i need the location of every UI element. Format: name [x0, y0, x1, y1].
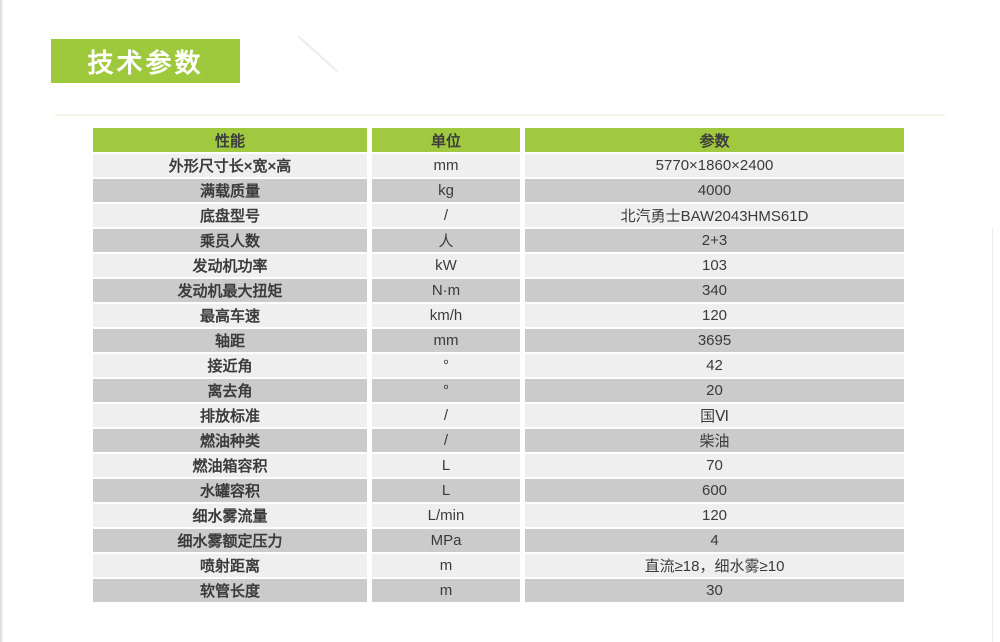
spec-name-cell: 细水雾流量: [93, 502, 367, 527]
background-swoosh-line: [298, 35, 338, 73]
spec-value-cell: 2+3: [520, 227, 904, 252]
spec-unit-cell: m: [367, 552, 520, 577]
spec-name-cell: 燃油种类: [93, 427, 367, 452]
table-row: 乘员人数人 2+3: [93, 227, 904, 252]
spec-value-cell: 70: [520, 452, 904, 477]
table-row: 外形尺寸长×宽×高 mm 5770×1860×2400: [93, 152, 904, 177]
table-row: 细水雾额定压力 MPa 4: [93, 527, 904, 552]
spec-unit-cell: mm: [367, 327, 520, 352]
spec-name-cell: 乘员人数: [93, 227, 367, 252]
spec-value-cell: 4: [520, 527, 904, 552]
section-title-badge: 技术参数: [51, 39, 240, 83]
spec-unit-cell: kW: [367, 252, 520, 277]
table-row: 轴距 mm 3695: [93, 327, 904, 352]
table-row: 离去角 ° 20: [93, 377, 904, 402]
spec-value-cell: 600: [520, 477, 904, 502]
spec-name-cell: 排放标准: [93, 402, 367, 427]
spec-unit-cell: km/h: [367, 302, 520, 327]
spec-value-cell: 42: [520, 352, 904, 377]
spec-value-cell: 柴油: [520, 427, 904, 452]
spec-name-cell: 接近角: [93, 352, 367, 377]
table-row: 底盘型号 / 北汽勇士BAW2043HMS61D: [93, 202, 904, 227]
table-row: 满载质量 kg 4000: [93, 177, 904, 202]
spec-table: 性能 单位 参数 外形尺寸长×宽×高 mm 5770×1860×2400 满载质量 kg…: [93, 128, 904, 602]
spec-value-cell: 120: [520, 302, 904, 327]
spec-table-body: 外形尺寸长×宽×高 mm 5770×1860×2400 满载质量 kg 4000 底盘型号 /…: [93, 152, 904, 602]
table-row: 燃油箱容积 L 70: [93, 452, 904, 477]
spec-unit-cell: /: [367, 427, 520, 452]
section-title-label: 技术参数: [87, 47, 204, 78]
spec-name-cell: 离去角: [93, 377, 367, 402]
table-row: 发动机功率 kW 103: [93, 252, 904, 277]
spec-name-cell: 最高车速: [93, 302, 367, 327]
column-header-parameter: 参数: [520, 128, 904, 152]
table-row: 水罐容积 L 600: [93, 477, 904, 502]
spec-unit-cell: kg: [367, 177, 520, 202]
spec-name-cell: 满载质量: [93, 177, 367, 202]
spec-value-cell: 北汽勇士BAW2043HMS61D: [520, 202, 904, 227]
spec-value-cell: 直流≥18，细水雾≥10: [520, 552, 904, 577]
spec-name-cell: 喷射距离: [93, 552, 367, 577]
spec-name-cell: 发动机最大扭矩: [93, 277, 367, 302]
table-row: 细水雾流量 L/min 120: [93, 502, 904, 527]
spec-name-cell: 轴距: [93, 327, 367, 352]
spec-name-cell: 水罐容积: [93, 477, 367, 502]
spec-value-cell: 103: [520, 252, 904, 277]
column-header-unit: 单位: [367, 128, 520, 152]
spec-value-cell: 20: [520, 377, 904, 402]
column-header-performance: 性能: [93, 128, 367, 152]
spec-value-cell: 3695: [520, 327, 904, 352]
spec-value-cell: 4000: [520, 177, 904, 202]
spec-name-cell: 燃油箱容积: [93, 452, 367, 477]
table-row: 喷射距离 m 直流≥18，细水雾≥10: [93, 552, 904, 577]
page-right-edge-line: [992, 228, 993, 642]
table-row: 软管长度 m 30: [93, 577, 904, 602]
spec-name-cell: 软管长度: [93, 577, 367, 602]
table-row: 排放标准 / 国Ⅵ: [93, 402, 904, 427]
spec-name-cell: 发动机功率: [93, 252, 367, 277]
table-header-row: 性能 单位 参数: [93, 128, 904, 152]
spec-value-cell: 5770×1860×2400: [520, 152, 904, 177]
table-row: 接近角 ° 42: [93, 352, 904, 377]
spec-unit-cell: L/min: [367, 502, 520, 527]
spec-name-cell: 细水雾额定压力: [93, 527, 367, 552]
spec-unit-cell: L: [367, 452, 520, 477]
background-divider-line: [55, 114, 945, 116]
spec-unit-cell: N·m: [367, 277, 520, 302]
spec-unit-cell: 人: [367, 227, 520, 252]
spec-unit-cell: /: [367, 402, 520, 427]
spec-value-cell: 340: [520, 277, 904, 302]
spec-name-cell: 底盘型号: [93, 202, 367, 227]
table-row: 燃油种类 / 柴油: [93, 427, 904, 452]
spec-unit-cell: mm: [367, 152, 520, 177]
spec-value-cell: 30: [520, 577, 904, 602]
spec-value-cell: 国Ⅵ: [520, 402, 904, 427]
spec-unit-cell: /: [367, 202, 520, 227]
table-row: 发动机最大扭矩 N·m 340: [93, 277, 904, 302]
spec-value-cell: 120: [520, 502, 904, 527]
table-row: 最高车速 km/h 120: [93, 302, 904, 327]
spec-unit-cell: °: [367, 352, 520, 377]
spec-unit-cell: °: [367, 377, 520, 402]
spec-unit-cell: m: [367, 577, 520, 602]
spec-unit-cell: MPa: [367, 527, 520, 552]
spec-name-cell: 外形尺寸长×宽×高: [93, 152, 367, 177]
page-left-edge-shadow: [0, 0, 3, 642]
spec-unit-cell: L: [367, 477, 520, 502]
